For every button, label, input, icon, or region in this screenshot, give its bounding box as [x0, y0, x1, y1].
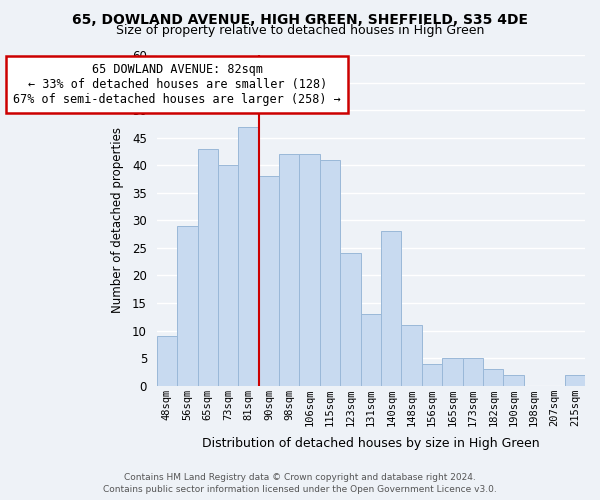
Bar [503, 374, 524, 386]
Bar [463, 358, 483, 386]
Bar [483, 369, 503, 386]
Y-axis label: Number of detached properties: Number of detached properties [111, 128, 124, 314]
Text: Contains HM Land Registry data © Crown copyright and database right 2024.
Contai: Contains HM Land Registry data © Crown c… [103, 472, 497, 494]
Text: 65 DOWLAND AVENUE: 82sqm
← 33% of detached houses are smaller (128)
67% of semi-: 65 DOWLAND AVENUE: 82sqm ← 33% of detach… [13, 64, 341, 106]
Bar [422, 364, 442, 386]
Bar [157, 336, 177, 386]
Bar [442, 358, 463, 386]
Bar [401, 325, 422, 386]
X-axis label: Distribution of detached houses by size in High Green: Distribution of detached houses by size … [202, 437, 539, 450]
Text: 65, DOWLAND AVENUE, HIGH GREEN, SHEFFIELD, S35 4DE: 65, DOWLAND AVENUE, HIGH GREEN, SHEFFIEL… [72, 12, 528, 26]
Bar [279, 154, 299, 386]
Bar [565, 374, 585, 386]
Bar [320, 160, 340, 386]
Bar [197, 148, 218, 386]
Bar [299, 154, 320, 386]
Bar [361, 314, 381, 386]
Bar [340, 254, 361, 386]
Bar [177, 226, 197, 386]
Bar [238, 126, 259, 386]
Bar [381, 232, 401, 386]
Text: Size of property relative to detached houses in High Green: Size of property relative to detached ho… [116, 24, 484, 37]
Bar [259, 176, 279, 386]
Bar [218, 165, 238, 386]
